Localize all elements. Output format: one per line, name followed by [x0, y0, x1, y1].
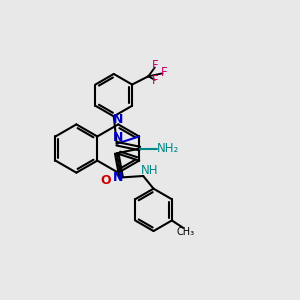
Text: N: N	[113, 131, 123, 144]
Text: O: O	[100, 174, 111, 187]
Text: NH₂: NH₂	[157, 142, 179, 155]
Text: NH: NH	[141, 164, 158, 177]
Text: N: N	[113, 172, 123, 184]
Text: F: F	[161, 66, 168, 79]
Text: F: F	[152, 74, 158, 87]
Text: CH₃: CH₃	[176, 227, 194, 237]
Text: F: F	[152, 58, 158, 72]
Text: N: N	[113, 112, 123, 126]
